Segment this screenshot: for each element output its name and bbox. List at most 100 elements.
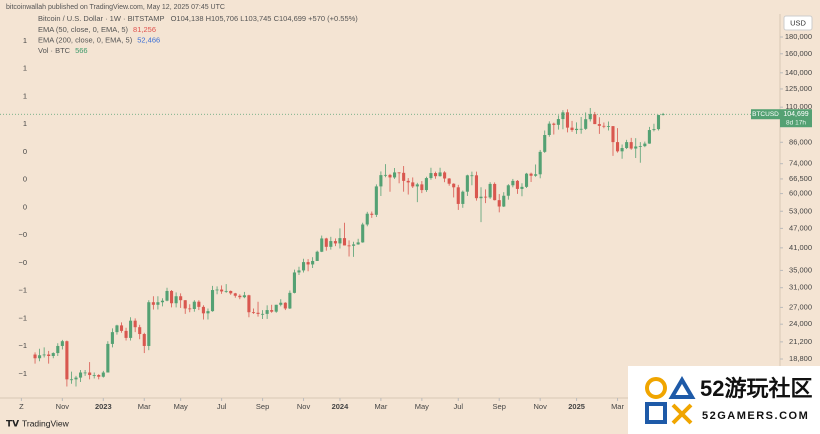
currency-button[interactable] — [783, 15, 813, 31]
currency-button-label[interactable]: USD — [790, 18, 806, 27]
candle-body — [220, 289, 224, 292]
watermark-title: 52游玩社区 — [700, 376, 812, 401]
candle-body — [484, 196, 488, 198]
y-tick-label: 60,000 — [789, 189, 812, 198]
left-axis-label: 0 — [23, 147, 27, 156]
left-axis-label: 1 — [23, 64, 27, 73]
watermark-triangle — [668, 376, 696, 399]
candle-body — [447, 178, 451, 184]
candle-body — [101, 372, 105, 377]
indicator-name: EMA (50, close, 0, EMA, 5) — [38, 25, 129, 34]
candle-body — [147, 302, 151, 346]
candle-body — [74, 377, 78, 380]
candle-body — [192, 301, 196, 309]
left-axis-label: 1 — [23, 119, 27, 128]
candle-body — [479, 196, 483, 199]
candle-body — [465, 175, 469, 192]
candle-body — [115, 325, 119, 333]
candle-body — [493, 183, 497, 201]
candle-body — [338, 238, 342, 244]
chart-title: Bitcoin / U.S. Dollar · 1W · BITSTAMP — [38, 14, 165, 23]
candle-body — [647, 130, 651, 144]
candle-body — [133, 320, 137, 328]
candle-body — [270, 310, 274, 312]
candle-body — [92, 375, 96, 376]
y-tick-label: 110,000 — [785, 102, 812, 111]
candle-body — [634, 146, 638, 149]
candle-body — [320, 238, 324, 252]
candle-body — [352, 244, 356, 246]
left-axis-label: −1 — [18, 369, 27, 378]
y-tick-label: 35,000 — [789, 265, 812, 274]
candle-body — [129, 320, 133, 338]
publisher-line: bitcoinwallah published on TradingView.c… — [6, 4, 225, 11]
candle-body — [379, 175, 383, 187]
watermark-square — [645, 402, 667, 424]
candle-body — [388, 174, 392, 178]
candle-body — [324, 238, 328, 247]
candle-body — [297, 270, 301, 273]
candle-body — [643, 143, 647, 147]
candle-body — [470, 175, 474, 177]
y-tick-label: 125,000 — [785, 84, 812, 93]
y-tick-label: 160,000 — [785, 49, 812, 58]
left-axis-label: −0 — [18, 258, 27, 267]
candle-body — [543, 134, 547, 152]
candle-body — [51, 353, 55, 357]
y-tick-label: 180,000 — [785, 32, 812, 41]
candle-body — [83, 372, 87, 374]
candle-body — [292, 272, 296, 293]
countdown-label: 8d 17h — [786, 119, 806, 126]
x-tick-label: Jul — [453, 402, 463, 411]
footer-logo-text: TradingView — [22, 418, 70, 428]
candle-body — [247, 295, 251, 313]
candle-body — [584, 119, 588, 129]
candle-body — [151, 302, 155, 305]
candle-body — [538, 151, 542, 175]
candle-body — [597, 124, 601, 126]
x-tick-label: 2024 — [332, 402, 350, 411]
candle-body — [179, 296, 183, 301]
candle-body — [261, 313, 265, 315]
candle-body — [238, 295, 242, 298]
candle-body — [520, 186, 524, 189]
candle-body — [210, 290, 215, 312]
price-badge — [780, 109, 812, 128]
candle-body — [333, 241, 337, 244]
candle-body — [529, 173, 533, 176]
candle-body — [206, 311, 210, 314]
candle-body — [424, 178, 428, 191]
candle-body — [119, 325, 124, 331]
y-tick-label: 18,800 — [789, 354, 812, 363]
candle-body — [556, 119, 560, 125]
candle-body — [279, 302, 283, 305]
candle-body — [47, 354, 51, 357]
left-axis-label: −1 — [18, 313, 27, 322]
left-axis-label: −1 — [18, 286, 27, 295]
price-label: 104,699 — [783, 111, 808, 118]
candle-body — [311, 260, 315, 265]
candle-body — [420, 184, 424, 191]
candle-body — [575, 128, 579, 131]
y-tick-label: 66,500 — [789, 174, 812, 183]
y-tick-label: 140,000 — [785, 68, 812, 77]
candle-body — [283, 302, 287, 309]
candle-body — [215, 289, 219, 291]
candle-body — [156, 302, 160, 305]
candle-body — [342, 238, 347, 246]
candle-body — [579, 128, 583, 130]
candle-body — [524, 173, 529, 187]
x-tick-label: May — [174, 402, 188, 411]
y-tick-label: 24,000 — [789, 319, 812, 328]
candle-body — [452, 183, 456, 188]
candle-body — [201, 306, 205, 314]
candle-body — [306, 262, 310, 265]
x-tick-label: May — [415, 402, 429, 411]
ohlc-legend: O104,138 H105,706 L103,745 C104,699 +570… — [171, 14, 359, 23]
candle-body — [160, 300, 165, 303]
candle-body — [411, 182, 415, 187]
x-tick-label: Sep — [256, 402, 269, 411]
candle-body — [406, 180, 410, 183]
